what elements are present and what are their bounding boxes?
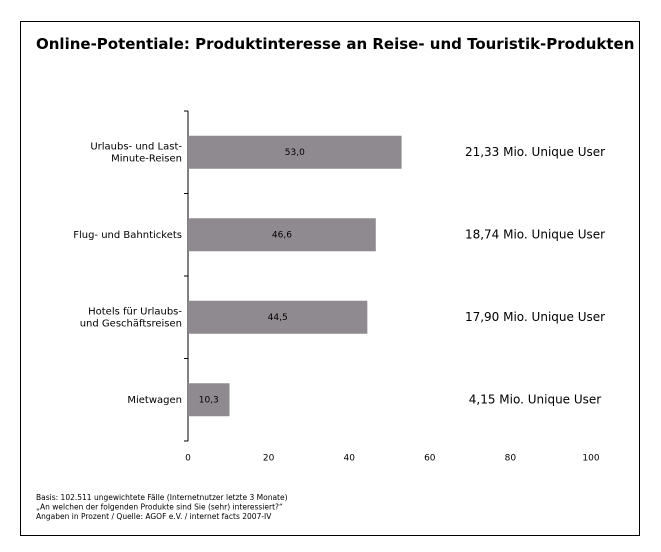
x-tick-label: 0 [185, 454, 191, 464]
x-tick-label: 20 [263, 454, 275, 464]
x-tick-label: 100 [582, 454, 599, 464]
annotation: 4,15 Mio. Unique User [469, 392, 602, 406]
annotation: 17,90 Mio. Unique User [465, 310, 605, 324]
annotation: 21,33 Mio. Unique User [465, 145, 605, 159]
value-label: 10,3 [199, 395, 219, 405]
footnote: Basis: 102.511 ungewichtete Fälle (Inter… [36, 493, 288, 502]
frame [20, 21, 640, 536]
value-label: 44,5 [268, 313, 288, 323]
category-label: Mietwagen [127, 395, 182, 406]
chart-title: Online-Potentiale: Produktinteresse an R… [36, 35, 635, 53]
footnote: „An welchen der folgenden Produkte sind … [36, 503, 283, 512]
value-label: 46,6 [272, 230, 292, 240]
category-label: Urlaubs- und Last-Minute-Reisen [90, 141, 182, 164]
footnote: Angaben in Prozent / Quelle: AGOF e.V. /… [36, 512, 272, 521]
x-tick-label: 60 [424, 454, 436, 464]
bar [188, 383, 230, 417]
category-label: Flug- und Bahntickets [73, 230, 182, 241]
annotation: 18,74 Mio. Unique User [465, 227, 605, 241]
x-tick-label: 40 [343, 454, 355, 464]
x-tick-label: 80 [505, 454, 517, 464]
bar [188, 135, 402, 169]
bar [188, 300, 368, 334]
category-label: Hotels für Urlaubs-und Geschäftsreisen [80, 306, 183, 329]
bar [188, 218, 376, 252]
value-label: 53,0 [285, 148, 305, 158]
